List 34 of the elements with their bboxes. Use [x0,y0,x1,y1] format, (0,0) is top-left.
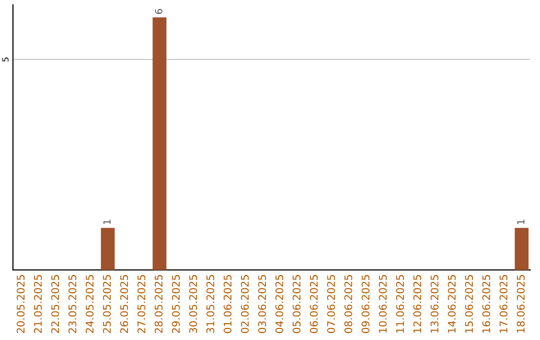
x-tick-label: 21.05.2025 [34,275,42,334]
data-label: 1 [517,220,524,224]
data-label: 6 [155,9,162,14]
x-tick-label: 11.06.2025 [396,275,404,333]
x-tick-label: 09.06.2025 [362,275,370,334]
x-tick-label: 08.06.2025 [344,275,352,334]
x-tick-label: 07.06.2025 [327,275,335,334]
x-tick-label: 31.05.2025 [206,275,214,333]
x-tick-label: 18.06.2025 [516,275,525,333]
data-label: 1 [103,220,110,224]
x-tick-label: 27.05.2025 [137,275,146,334]
x-tick-label: 02.06.2025 [240,275,249,334]
y-tick-label: 5 [2,58,9,62]
x-tick-label: 05.06.2025 [292,275,301,334]
x-tick-label: 01.06.2025 [224,275,232,334]
x-tick-label: 22.05.2025 [51,275,60,334]
x-tick-label: 17.06.2025 [500,275,508,333]
x-tick-label: 12.06.2025 [413,275,422,333]
x-tick-label: 15.06.2025 [465,275,473,333]
x-tick-label: 24.05.2025 [86,275,94,334]
x-tick-label: 29.05.2025 [172,275,180,334]
x-tick-label: 10.06.2025 [378,275,387,333]
x-tick-label: 23.05.2025 [68,275,76,334]
x-tick-label: 13.06.2025 [430,275,438,333]
x-tick-label: 14.06.2025 [448,275,456,333]
x-tick-label: 25.05.2025 [102,275,111,334]
x-tick-label: 06.06.2025 [310,275,318,334]
x-tick-label: 30.05.2025 [189,275,198,333]
x-tick-label: 28.05.2025 [154,275,163,334]
x-tick-label: 16.06.2025 [482,275,490,333]
x-tick-label: 03.06.2025 [258,275,266,334]
x-tick-label: 20.05.2025 [16,275,25,334]
x-tick-label: 04.06.2025 [275,275,284,334]
x-tick-label: 26.05.2025 [120,275,128,334]
